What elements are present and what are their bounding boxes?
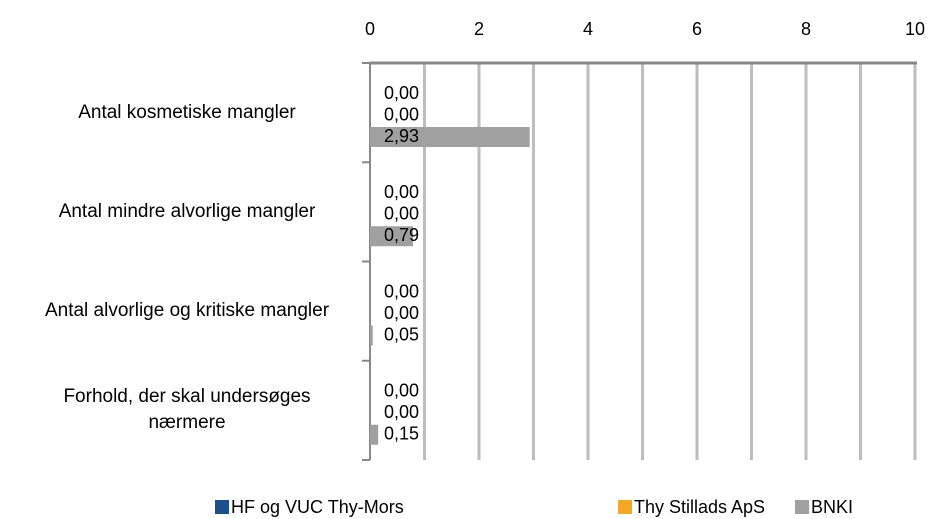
value-label: 0,00 bbox=[384, 204, 419, 224]
x-tick-label: 10 bbox=[905, 19, 925, 39]
legend-label: HF og VUC Thy-Mors bbox=[231, 497, 404, 517]
value-label: 0,00 bbox=[384, 281, 419, 301]
bar bbox=[370, 226, 414, 247]
legend-swatch bbox=[618, 500, 632, 514]
x-tick-label: 4 bbox=[583, 19, 593, 39]
value-label: 0,15 bbox=[384, 424, 419, 444]
legend-swatch bbox=[795, 500, 809, 514]
value-label: 0,00 bbox=[384, 303, 419, 323]
x-tick-label: 0 bbox=[365, 19, 375, 39]
bar bbox=[370, 424, 379, 445]
x-tick-label: 2 bbox=[474, 19, 484, 39]
bar bbox=[370, 127, 530, 147]
value-label: 2,93 bbox=[384, 126, 419, 146]
value-label: 0,00 bbox=[384, 402, 419, 422]
value-label: 0,00 bbox=[384, 381, 419, 401]
value-label: 0,79 bbox=[384, 225, 419, 245]
value-label: 0,00 bbox=[384, 83, 419, 103]
legend-swatch bbox=[215, 500, 229, 514]
category-label: Antal mindre alvorlige mangler bbox=[58, 200, 316, 222]
category-label: Antal kosmetiske mangler bbox=[78, 101, 296, 123]
category-label: Antal alvorlige og kritiske mangler bbox=[44, 300, 330, 322]
bar bbox=[370, 325, 373, 346]
x-tick-label: 6 bbox=[692, 19, 702, 39]
value-label: 0,00 bbox=[384, 104, 419, 124]
legend-label: Thy Stillads ApS bbox=[634, 497, 765, 517]
value-label: 0,00 bbox=[384, 182, 419, 202]
value-label: 0,05 bbox=[384, 324, 419, 344]
x-tick-label: 8 bbox=[801, 19, 811, 39]
category-label: Forhold, der skal undersøges nærmere bbox=[63, 386, 311, 434]
legend-label: BNKI bbox=[811, 497, 853, 517]
